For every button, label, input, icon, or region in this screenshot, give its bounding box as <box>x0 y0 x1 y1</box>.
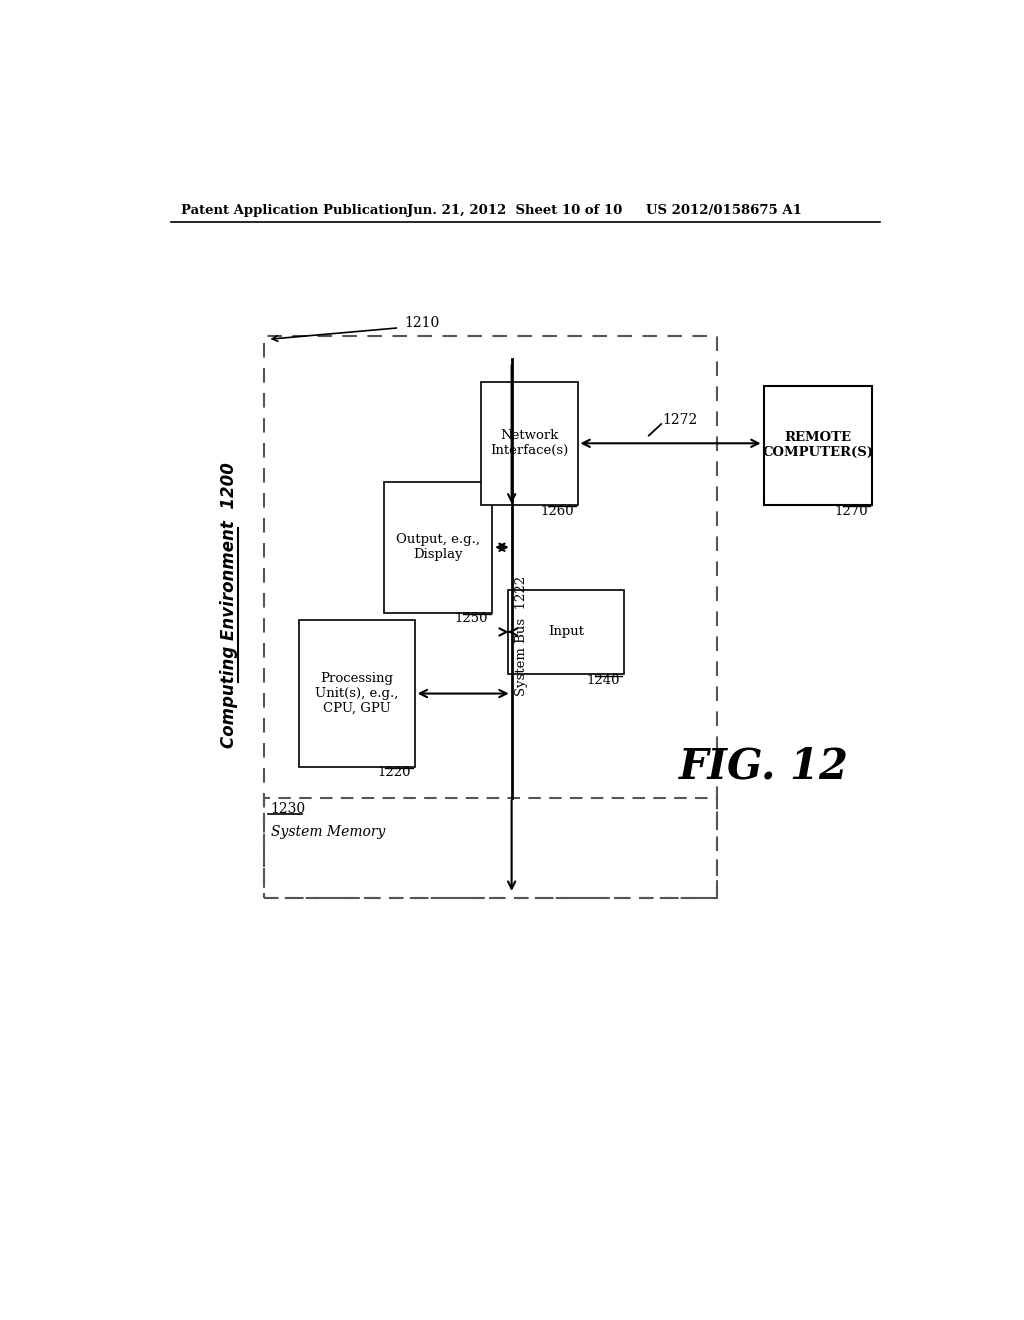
Text: Patent Application Publication: Patent Application Publication <box>180 205 408 218</box>
Text: 1220: 1220 <box>378 767 411 779</box>
Text: 1210: 1210 <box>404 317 440 330</box>
Bar <box>263 797 717 898</box>
Text: FIG. 12: FIG. 12 <box>679 746 849 788</box>
Text: 1272: 1272 <box>663 413 698 428</box>
Text: Computing Environment  1200: Computing Environment 1200 <box>220 462 238 748</box>
Text: 1240: 1240 <box>587 675 621 686</box>
Bar <box>299 620 415 767</box>
Bar <box>263 335 717 898</box>
Bar <box>480 381 578 506</box>
Text: REMOTE
COMPUTER(S): REMOTE COMPUTER(S) <box>762 432 873 459</box>
Text: Network
Interface(s): Network Interface(s) <box>489 429 568 457</box>
Text: Output, e.g.,
Display: Output, e.g., Display <box>396 533 480 561</box>
Text: 1230: 1230 <box>270 803 305 816</box>
Bar <box>764 385 872 506</box>
Text: US 2012/0158675 A1: US 2012/0158675 A1 <box>646 205 802 218</box>
Bar <box>508 590 624 675</box>
Text: Processing
Unit(s), e.g.,
CPU, GPU: Processing Unit(s), e.g., CPU, GPU <box>315 672 398 715</box>
Text: 1260: 1260 <box>540 504 573 517</box>
Bar <box>384 482 493 612</box>
Text: Jun. 21, 2012  Sheet 10 of 10: Jun. 21, 2012 Sheet 10 of 10 <box>407 205 623 218</box>
Text: System Bus  1222: System Bus 1222 <box>515 576 528 696</box>
Text: 1250: 1250 <box>455 612 488 626</box>
Text: 1270: 1270 <box>835 504 868 517</box>
Text: Input: Input <box>548 626 584 639</box>
Text: System Memory: System Memory <box>271 825 386 840</box>
